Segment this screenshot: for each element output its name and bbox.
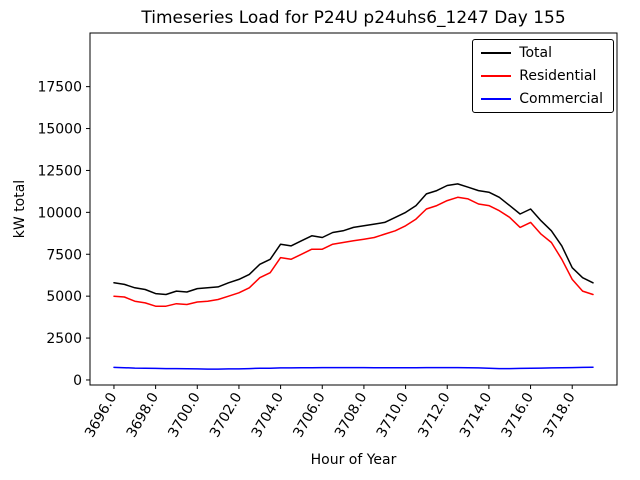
x-tick-label: 3700.0 [165, 390, 203, 440]
legend: Total Residential Commercial [472, 39, 614, 113]
series-line-residential [113, 196, 594, 307]
y-tick-label: 7500 [46, 247, 82, 263]
x-tick-label: 3718.0 [540, 390, 578, 440]
axes-frame [89, 32, 618, 386]
x-tick-label: 3710.0 [374, 390, 412, 440]
x-tick-label: 3704.0 [249, 390, 287, 440]
y-tick-label: 0 [73, 373, 82, 389]
legend-label: Residential [519, 68, 597, 84]
legend-label: Commercial [519, 91, 603, 107]
y-tick-label: 10000 [37, 205, 82, 221]
legend-line-sample [481, 98, 512, 100]
y-axis-label: kW total [12, 179, 28, 239]
x-tick-label: 3716.0 [499, 390, 537, 440]
y-tick-label: 17500 [37, 80, 82, 96]
y-tick-label: 2500 [46, 331, 82, 347]
legend-line-sample [481, 52, 512, 54]
y-tick-label: 15000 [37, 122, 82, 138]
x-tick-label: 3712.0 [415, 390, 453, 440]
legend-entry-commercial: Commercial [481, 91, 603, 107]
y-tick-label: 5000 [46, 289, 82, 305]
legend-entry-total: Total [481, 45, 603, 61]
x-tick-label: 3702.0 [207, 390, 245, 440]
x-tick-label: 3698.0 [124, 390, 162, 440]
x-tick-label: 3714.0 [457, 390, 495, 440]
x-tick-label: 3708.0 [332, 390, 370, 440]
chart-title: Timeseries Load for P24U p24uhs6_1247 Da… [141, 8, 566, 28]
series-line-total [113, 183, 594, 296]
legend-label: Total [519, 45, 552, 61]
legend-entry-residential: Residential [481, 68, 603, 84]
x-axis-label: Hour of Year [310, 452, 397, 468]
series-line-commercial [113, 366, 594, 370]
x-tick-label: 3696.0 [82, 390, 120, 440]
legend-line-sample [481, 75, 512, 77]
y-tick-label: 12500 [37, 163, 82, 179]
x-tick-label: 3706.0 [290, 390, 328, 440]
